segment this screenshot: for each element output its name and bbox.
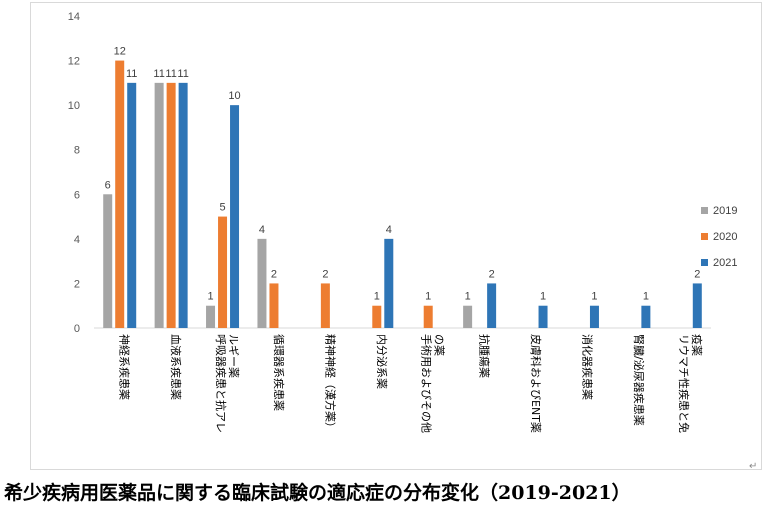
bar-2020 bbox=[372, 305, 382, 328]
y-tick-label: 12 bbox=[68, 56, 80, 68]
bar-2021 bbox=[538, 305, 548, 328]
category-label: 神経系疾患薬 bbox=[118, 334, 132, 400]
y-tick-label: 14 bbox=[68, 11, 80, 23]
data-label: 1 bbox=[465, 291, 471, 303]
category-label: 精神神経（漢方薬） bbox=[323, 334, 337, 433]
data-label: 11 bbox=[153, 68, 164, 80]
bar-2021 bbox=[692, 283, 702, 328]
bar-2020 bbox=[423, 305, 433, 328]
data-label: 2 bbox=[271, 268, 277, 280]
bar-2020 bbox=[320, 283, 330, 328]
bar-2020 bbox=[166, 82, 176, 328]
data-label: 4 bbox=[386, 224, 392, 236]
data-label: 1 bbox=[207, 291, 213, 303]
category-label: 血液系疾患薬 bbox=[169, 334, 183, 400]
data-label: 5 bbox=[219, 202, 225, 214]
bar-2021 bbox=[178, 82, 188, 328]
category-label: 皮膚科およびENT薬 bbox=[529, 334, 543, 433]
data-label: 1 bbox=[540, 291, 546, 303]
legend-label: 2019 bbox=[713, 205, 737, 217]
category-label: 腎臓/泌尿器疾患薬 bbox=[632, 334, 646, 426]
category-label: ルギー薬 bbox=[227, 334, 240, 378]
category-label: の薬 bbox=[433, 334, 446, 356]
legend-swatch-2019 bbox=[701, 207, 708, 214]
data-label: 11 bbox=[126, 68, 137, 80]
data-label: 11 bbox=[177, 68, 188, 80]
bar-2021 bbox=[127, 82, 137, 328]
category-label: リウマチ性疾患と免 bbox=[677, 334, 691, 433]
data-label: 2 bbox=[322, 268, 328, 280]
bar-2021 bbox=[230, 105, 240, 329]
legend-label: 2021 bbox=[713, 257, 737, 269]
bar-2019 bbox=[103, 194, 113, 328]
category-label: 内分泌系薬 bbox=[375, 334, 389, 389]
y-tick-label: 4 bbox=[74, 234, 80, 246]
data-label: 2 bbox=[694, 268, 700, 280]
y-tick-label: 8 bbox=[74, 145, 80, 157]
bar-2021 bbox=[487, 283, 497, 328]
data-label: 2 bbox=[489, 268, 495, 280]
bar-2021 bbox=[384, 238, 394, 328]
chart-frame: 0 2 4 6 8 10 12 14 6 12 11 神経系疾患薬 11 11 11 血液系疾患薬 1 5 10 呼吸… bbox=[30, 2, 762, 470]
data-label: 1 bbox=[643, 291, 649, 303]
category-label: 消化器疾患薬 bbox=[580, 334, 594, 400]
data-label: 11 bbox=[165, 68, 176, 80]
y-tick-label: 0 bbox=[74, 323, 80, 335]
y-tick-label: 2 bbox=[74, 278, 80, 290]
category-label: 呼吸器疾患と抗アレ bbox=[214, 334, 228, 433]
data-label: 4 bbox=[259, 224, 265, 236]
category-label: 疫薬 bbox=[690, 334, 704, 356]
y-tick-label: 6 bbox=[74, 189, 80, 201]
category-label: 循環器系疾患薬 bbox=[272, 334, 286, 411]
bar-2021 bbox=[641, 305, 651, 328]
bar-2020 bbox=[269, 283, 279, 328]
legend-label: 2020 bbox=[713, 231, 737, 243]
data-label: 10 bbox=[228, 90, 240, 102]
bar-2019 bbox=[463, 305, 473, 328]
paragraph-mark: ↵ bbox=[749, 461, 758, 472]
bar-2019 bbox=[257, 238, 267, 328]
data-label: 1 bbox=[591, 291, 597, 303]
category-label: 手術用およびその他 bbox=[420, 334, 434, 433]
data-label: 6 bbox=[105, 179, 111, 191]
data-label: 1 bbox=[374, 291, 380, 303]
figure-caption: 希少疾病用医薬品に関する臨床試験の適応症の分布変化（2019-2021） bbox=[4, 482, 631, 504]
data-label: 1 bbox=[425, 291, 431, 303]
data-label: 12 bbox=[114, 46, 126, 58]
y-tick-label: 10 bbox=[68, 100, 80, 112]
category-label: 抗腫瘍薬 bbox=[478, 334, 492, 378]
bar-2020 bbox=[218, 216, 228, 328]
bar-2019 bbox=[206, 305, 216, 328]
legend-swatch-2021 bbox=[701, 259, 708, 266]
bar-2019 bbox=[154, 82, 164, 328]
bar-2021 bbox=[589, 305, 599, 328]
bar-2020 bbox=[115, 60, 125, 328]
legend-swatch-2020 bbox=[701, 233, 708, 240]
